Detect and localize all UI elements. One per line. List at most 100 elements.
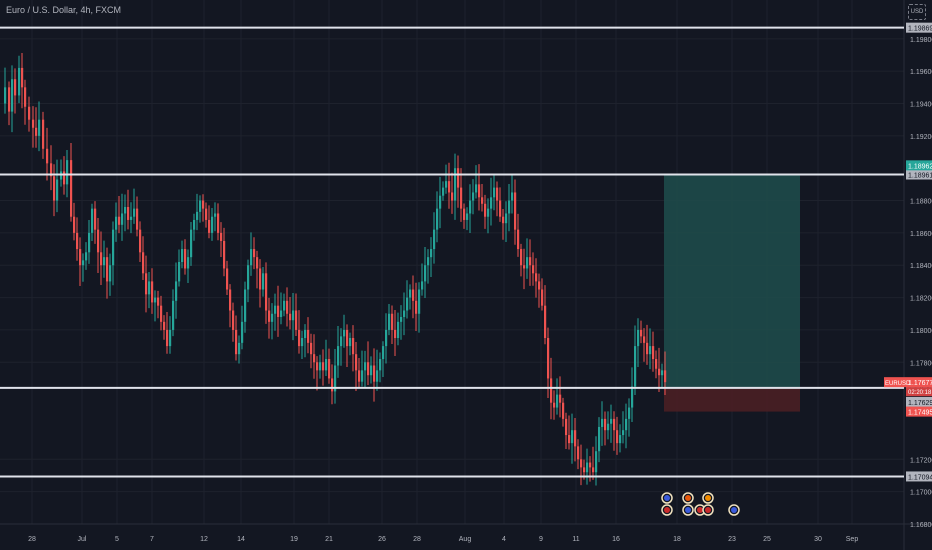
bull-candle xyxy=(130,216,133,220)
bull-candle xyxy=(38,119,41,136)
symbol-tag-text: EURUSD xyxy=(885,381,911,387)
price-label-tag xyxy=(906,396,932,407)
bull-candle xyxy=(103,257,106,266)
bear-candle xyxy=(50,163,53,177)
bull-candle xyxy=(403,310,406,317)
bull-candle xyxy=(283,300,286,311)
bear-candle xyxy=(346,329,349,347)
bull-candle xyxy=(18,67,21,96)
bear-candle xyxy=(145,273,148,295)
price-label-text: 1.17629 xyxy=(908,400,932,407)
bull-candle xyxy=(661,370,664,376)
bear-candle xyxy=(544,305,547,339)
economic-events[interactable] xyxy=(661,492,740,516)
horizontal-levels[interactable] xyxy=(0,26,904,478)
bear-candle xyxy=(577,446,580,460)
bull-candle xyxy=(598,426,601,452)
bull-candle xyxy=(211,216,214,233)
time-axis[interactable]: 28 Jul 5 7 12 14 19 21 26 28 Aug 4 9 11 16 18 23 25 30 Sep xyxy=(28,536,858,543)
bear-candle xyxy=(640,329,643,337)
price-label-tag xyxy=(906,377,932,388)
event-flag-icon xyxy=(685,507,691,513)
bull-candle xyxy=(337,346,340,366)
bear-candle xyxy=(532,265,535,274)
bear-candle xyxy=(166,329,169,347)
bear-candle xyxy=(226,268,229,290)
bull-candle xyxy=(397,321,400,339)
bull-candle xyxy=(304,329,307,339)
bear-candle xyxy=(8,87,11,112)
price-axis[interactable]: 1.19800 1.19600 1.19400 1.19200 1.18800 1.186… xyxy=(906,22,932,529)
bear-candle xyxy=(46,148,49,164)
currency-toggle[interactable]: USD xyxy=(908,4,926,20)
bear-candle xyxy=(223,240,226,269)
bull-candle xyxy=(196,211,199,220)
price-tick-label: 1.18000 xyxy=(910,328,932,335)
bear-candle xyxy=(160,305,163,322)
bull-candle xyxy=(418,289,421,314)
symbol-title[interactable]: Euro / U.S. Dollar, 4h, FXCM xyxy=(6,5,122,15)
bull-candle xyxy=(586,462,589,473)
bull-candle xyxy=(601,418,604,427)
bull-candle xyxy=(472,192,475,201)
bear-candle xyxy=(463,208,466,220)
bull-candle xyxy=(190,229,193,258)
bear-candle xyxy=(604,418,607,431)
bull-candle xyxy=(85,252,88,261)
bear-candle xyxy=(106,257,109,282)
bull-candle xyxy=(262,273,265,290)
position-zones xyxy=(664,174,800,412)
time-tick-label: 30 xyxy=(814,536,822,543)
bear-candle xyxy=(229,289,232,311)
price-tick-label: 1.17000 xyxy=(910,490,932,497)
bear-candle xyxy=(70,160,73,217)
bull-candle xyxy=(421,281,424,290)
bear-candle xyxy=(574,430,577,447)
bull-candle xyxy=(619,435,622,444)
bear-candle xyxy=(28,106,31,120)
bear-candle xyxy=(568,435,571,444)
bear-candle xyxy=(658,368,661,376)
bear-candle xyxy=(547,338,550,379)
symbol-tag xyxy=(884,377,906,388)
bull-candle xyxy=(556,394,559,408)
bear-candle xyxy=(328,359,331,379)
bear-candle xyxy=(42,119,45,149)
bull-candle xyxy=(325,359,328,371)
event-flag-icon xyxy=(705,495,711,501)
bear-candle xyxy=(268,310,271,322)
bull-candle xyxy=(490,197,493,209)
bull-candle xyxy=(343,329,346,337)
bear-candle xyxy=(355,354,358,371)
bear-candle xyxy=(157,297,160,306)
bear-candle xyxy=(94,208,97,230)
time-tick-label: 7 xyxy=(150,536,154,543)
countdown-tag xyxy=(906,387,932,397)
bear-candle xyxy=(535,273,538,282)
candlestick-series xyxy=(4,52,667,486)
bull-candle xyxy=(244,289,247,322)
bear-candle xyxy=(24,87,27,107)
bull-candle xyxy=(280,310,283,317)
bull-candle xyxy=(631,386,634,408)
bear-candle xyxy=(35,127,38,136)
bull-candle xyxy=(442,187,445,196)
price-tick-label: 1.19800 xyxy=(910,37,932,44)
bear-candle xyxy=(259,268,262,290)
bear-candle xyxy=(481,197,484,204)
bull-candle xyxy=(274,305,277,314)
bear-candle xyxy=(208,219,211,233)
bull-candle xyxy=(11,79,14,112)
bear-candle xyxy=(451,192,454,201)
time-tick-label: 21 xyxy=(325,536,333,543)
bear-candle xyxy=(373,365,376,382)
bear-candle xyxy=(32,119,35,128)
time-tick-label: 5 xyxy=(115,536,119,543)
time-tick-label: Jul xyxy=(78,536,87,543)
bull-candle xyxy=(628,407,631,419)
bull-candle xyxy=(430,249,433,258)
bear-candle xyxy=(313,354,316,363)
bear-candle xyxy=(142,252,145,274)
time-tick-label: 12 xyxy=(200,536,208,543)
